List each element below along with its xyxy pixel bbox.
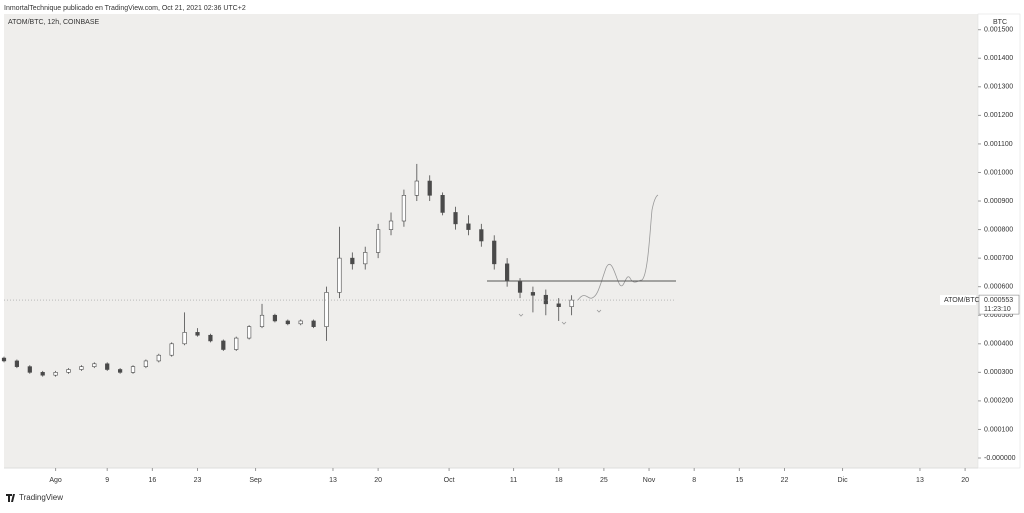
y-tick-label: 0.000400: [984, 341, 1013, 348]
candle-body: [53, 372, 58, 376]
y-tick-label: 0.001000: [984, 169, 1013, 176]
candle-body: [14, 360, 20, 367]
candle-body: [350, 257, 355, 265]
x-tick-label: 11: [510, 477, 517, 484]
axis-unit: BTC: [993, 19, 1007, 26]
candle-body: [27, 366, 32, 373]
last-price-box: [978, 294, 1020, 315]
projection-drawing: [577, 194, 659, 301]
candle-body: [569, 299, 574, 307]
plot-area: [4, 14, 978, 468]
candle-body: [556, 303, 561, 307]
candle-body: [40, 372, 45, 376]
y-tick-label: 0.001200: [984, 112, 1013, 119]
x-tick-label: 20: [961, 477, 969, 484]
x-tick-label: 18: [555, 477, 563, 484]
last-price-label: 0.000553: [984, 297, 1013, 304]
candle-body: [221, 340, 226, 350]
candle-body: [66, 369, 71, 373]
candle-body: [169, 343, 174, 356]
candle-body: [259, 314, 265, 327]
candle-body: [143, 360, 149, 367]
candle-body: [466, 223, 471, 230]
candle-body: [182, 332, 187, 345]
candle-body: [1, 357, 7, 362]
y-tick-label: 0.000100: [984, 426, 1013, 433]
y-tick-label: 0.000200: [984, 398, 1013, 405]
y-tick-label: 0.000300: [984, 369, 1013, 376]
candle-body: [401, 195, 407, 222]
x-tick-label: 22: [781, 477, 789, 484]
logo: TradingView: [6, 493, 63, 502]
x-tick-label: 23: [194, 477, 202, 484]
countdown: 11:23:10: [984, 306, 1011, 313]
x-tick-label: 8: [692, 477, 696, 484]
candle-body: [492, 240, 497, 265]
candle-body: [195, 332, 200, 336]
y-tick-label: 0.001500: [984, 27, 1013, 34]
candle-body: [79, 366, 84, 370]
candle-body: [505, 263, 510, 282]
x-tick-label: 20: [374, 477, 382, 484]
candle-body: [105, 363, 110, 370]
candle-body: [427, 180, 432, 196]
x-tick-label: Dic: [837, 477, 848, 484]
candle-body: [247, 326, 252, 339]
candle-body: [92, 363, 97, 367]
candle-body: [363, 252, 368, 265]
y-tick-label: 0.000500: [984, 312, 1013, 319]
y-tick-label: 0.000800: [984, 226, 1013, 233]
candle-body: [337, 257, 342, 293]
x-tick-label: 16: [148, 477, 156, 484]
logo-icon: [6, 494, 15, 502]
candle-body: [453, 212, 458, 225]
candle-body: [376, 229, 381, 253]
candle-body: [530, 292, 536, 296]
logo-text: TradingView: [19, 493, 63, 502]
candle-body: [118, 369, 123, 373]
symbol-label: ATOM/BTC: [944, 297, 980, 304]
x-tick-label: Nov: [643, 477, 656, 484]
x-tick-label: Ago: [49, 477, 62, 484]
low-markers: [518, 309, 602, 325]
y-tick-label: 0.000900: [984, 198, 1013, 205]
symbol-label-box: [940, 295, 976, 306]
candle-body: [517, 280, 523, 293]
y-tick-label: -0.000000: [984, 455, 1016, 462]
y-tick-label: 0.000700: [984, 255, 1013, 262]
candle-body: [298, 320, 303, 325]
candle-body: [156, 354, 161, 362]
candle-body: [479, 229, 484, 242]
candle-body: [208, 334, 213, 342]
y-tick-label: 0.001400: [984, 55, 1013, 62]
x-tick-label: 13: [329, 477, 337, 484]
candle-body: [234, 337, 239, 350]
candle-body: [311, 320, 316, 327]
x-tick-label: 25: [600, 477, 608, 484]
candle-body: [414, 180, 419, 196]
price-axis: [977, 13, 1021, 469]
symbol-title: ATOM/BTC, 12h, COINBASE: [8, 19, 99, 26]
x-tick-label: Sep: [249, 477, 262, 484]
header-text: InmortalTechnique publicado en TradingVi…: [4, 5, 246, 12]
candle-body: [324, 292, 329, 327]
x-tick-label: 15: [735, 477, 743, 484]
y-tick-label: 0.000600: [984, 284, 1013, 291]
x-tick-label: 13: [916, 477, 924, 484]
x-tick-label: Oct: [444, 477, 455, 484]
candle-body: [285, 320, 290, 325]
y-tick-label: 0.001300: [984, 84, 1013, 91]
candle-body: [272, 314, 278, 322]
candle-body: [388, 220, 394, 230]
y-tick-label: 0.001100: [984, 141, 1013, 148]
candle-body: [130, 366, 136, 373]
candle-body: [543, 294, 548, 305]
candle-body: [440, 195, 445, 213]
x-tick-label: 9: [105, 477, 109, 484]
